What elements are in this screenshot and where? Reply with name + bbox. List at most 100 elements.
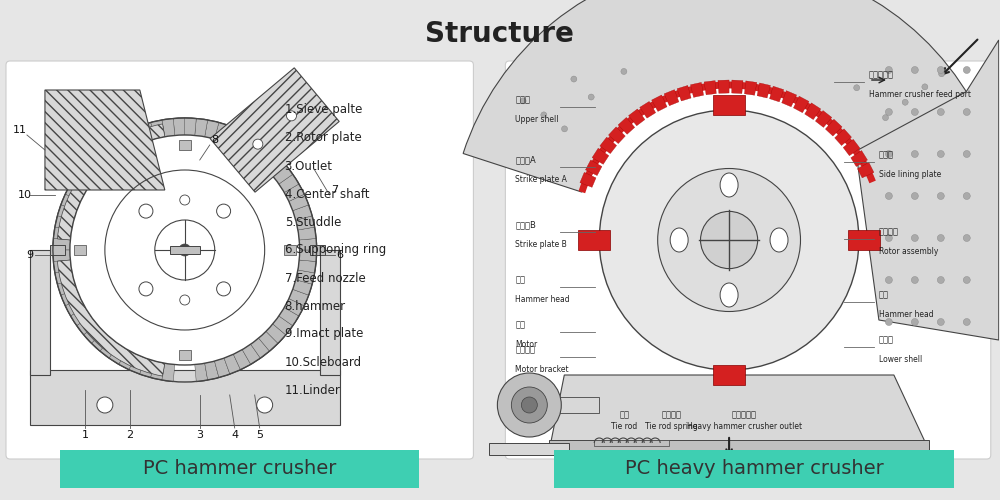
FancyBboxPatch shape <box>6 61 473 459</box>
Polygon shape <box>299 250 317 262</box>
Text: 3: 3 <box>196 430 203 440</box>
Polygon shape <box>129 126 145 146</box>
Text: Hammer head: Hammer head <box>515 295 570 304</box>
Ellipse shape <box>670 228 688 252</box>
Polygon shape <box>299 238 317 250</box>
Text: 锤头: 锤头 <box>879 290 889 299</box>
Circle shape <box>70 135 300 365</box>
Polygon shape <box>140 358 155 378</box>
Text: Hammer crusher feed port: Hammer crusher feed port <box>869 90 971 99</box>
Circle shape <box>911 318 918 326</box>
Polygon shape <box>251 142 270 162</box>
Polygon shape <box>805 103 821 120</box>
Polygon shape <box>585 160 602 176</box>
Bar <box>284 245 296 255</box>
Bar <box>30 370 340 425</box>
Polygon shape <box>61 290 81 306</box>
Polygon shape <box>77 316 97 335</box>
Wedge shape <box>57 260 165 376</box>
Circle shape <box>883 114 889 120</box>
Polygon shape <box>289 290 309 306</box>
Polygon shape <box>279 174 299 192</box>
Polygon shape <box>266 324 286 344</box>
Polygon shape <box>273 316 293 335</box>
Bar <box>489 443 569 455</box>
Circle shape <box>911 150 918 158</box>
Text: 上壳体: 上壳体 <box>515 95 530 104</box>
Text: PC hammer crusher: PC hammer crusher <box>143 460 336 478</box>
Circle shape <box>885 150 892 158</box>
Text: 10.Scleboard: 10.Scleboard <box>285 356 362 368</box>
Polygon shape <box>53 227 72 240</box>
Text: 锤头: 锤头 <box>515 275 525 284</box>
Text: 11: 11 <box>13 125 27 135</box>
Polygon shape <box>92 332 111 351</box>
Text: Strike plate B: Strike plate B <box>515 240 567 249</box>
Polygon shape <box>151 120 165 139</box>
Polygon shape <box>173 118 185 136</box>
Text: 1: 1 <box>81 430 88 440</box>
Bar <box>320 250 340 375</box>
Polygon shape <box>242 136 260 156</box>
Polygon shape <box>119 130 136 150</box>
Polygon shape <box>53 238 70 250</box>
Polygon shape <box>704 80 716 95</box>
Polygon shape <box>782 90 797 107</box>
Circle shape <box>253 139 263 149</box>
Circle shape <box>937 318 944 326</box>
Bar <box>713 95 745 115</box>
Bar <box>594 440 669 446</box>
Text: 电机: 电机 <box>515 320 525 329</box>
Circle shape <box>963 108 970 116</box>
Text: Tie rod spring: Tie rod spring <box>645 422 698 431</box>
Text: 4: 4 <box>231 430 238 440</box>
Text: Motor: Motor <box>515 340 538 349</box>
Polygon shape <box>109 344 127 364</box>
Circle shape <box>497 373 561 437</box>
Polygon shape <box>273 165 293 184</box>
Circle shape <box>155 220 215 280</box>
Polygon shape <box>835 129 852 146</box>
Circle shape <box>939 71 945 77</box>
Polygon shape <box>284 298 304 316</box>
Polygon shape <box>744 81 757 95</box>
Text: Strike plate A: Strike plate A <box>515 175 567 184</box>
Polygon shape <box>259 149 278 169</box>
Text: Hammer head: Hammer head <box>879 310 934 319</box>
Polygon shape <box>162 364 175 382</box>
Ellipse shape <box>720 173 738 197</box>
Polygon shape <box>298 260 316 273</box>
Polygon shape <box>224 354 240 374</box>
Polygon shape <box>100 142 119 162</box>
Text: 10: 10 <box>18 190 32 200</box>
Polygon shape <box>851 150 867 166</box>
Polygon shape <box>618 118 635 134</box>
Polygon shape <box>195 118 208 136</box>
Polygon shape <box>57 280 77 295</box>
Polygon shape <box>732 80 743 94</box>
Circle shape <box>885 276 892 283</box>
Circle shape <box>658 168 800 312</box>
Text: 5: 5 <box>256 430 263 440</box>
Bar <box>713 365 745 385</box>
Polygon shape <box>592 148 609 164</box>
Polygon shape <box>549 375 929 450</box>
Circle shape <box>139 204 153 218</box>
Polygon shape <box>210 68 339 192</box>
Circle shape <box>963 66 970 73</box>
Polygon shape <box>162 118 175 136</box>
Polygon shape <box>856 40 999 340</box>
Circle shape <box>885 318 892 326</box>
Circle shape <box>911 108 918 116</box>
Text: 6: 6 <box>336 250 343 260</box>
Circle shape <box>937 108 944 116</box>
Bar <box>578 230 610 250</box>
Polygon shape <box>242 344 260 364</box>
Bar <box>50 245 65 255</box>
Circle shape <box>885 108 892 116</box>
Text: 8: 8 <box>211 135 218 145</box>
FancyBboxPatch shape <box>554 450 954 488</box>
Text: 7: 7 <box>331 185 338 195</box>
Polygon shape <box>298 227 316 240</box>
Text: 8.hammer: 8.hammer <box>285 300 346 312</box>
